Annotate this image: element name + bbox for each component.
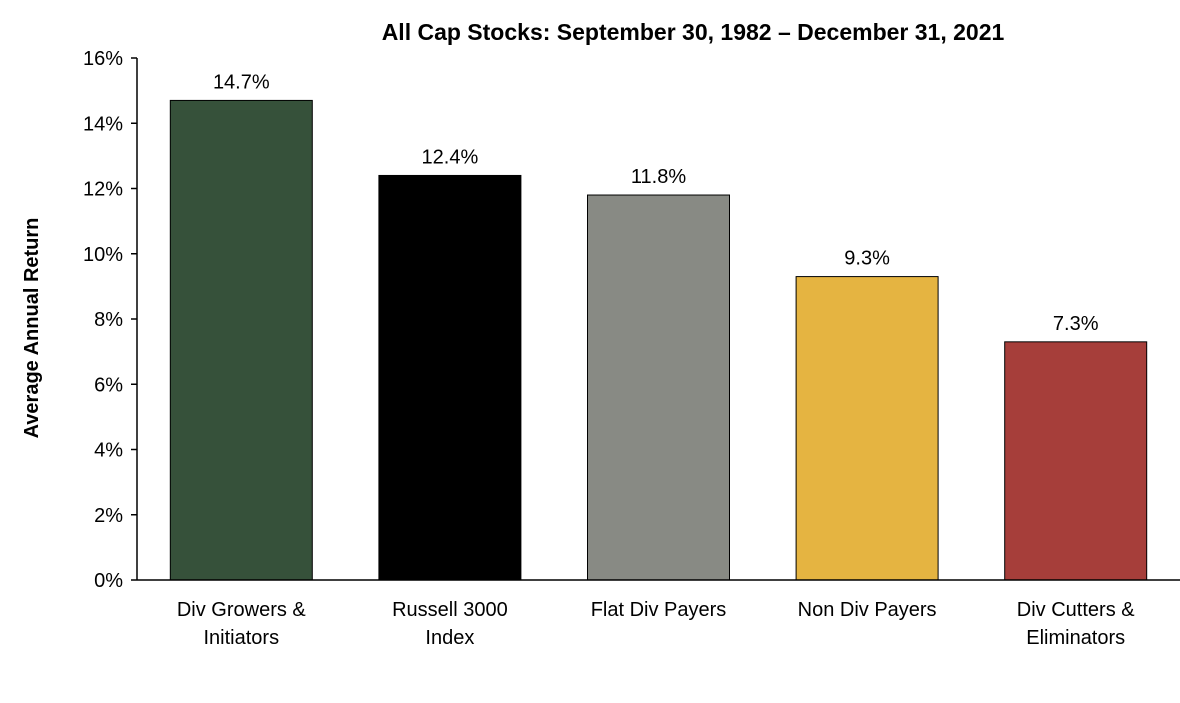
- x-axis: Div Growers & Initiators Russell 3000 Index…: [137, 579, 1180, 649]
- x-category-label: Non Div Payers: [798, 599, 937, 621]
- x-category-label: Div Cutters &: [1017, 599, 1135, 621]
- y-tick-label: 14%: [83, 113, 123, 135]
- x-category-label: Russell 3000: [392, 599, 508, 621]
- data-label: 14.7%: [213, 71, 270, 93]
- bar: [587, 194, 730, 581]
- data-label: 12.4%: [422, 146, 479, 168]
- x-category-label: Initiators: [204, 627, 280, 649]
- bar: [169, 99, 313, 581]
- y-tick-label: 10%: [83, 244, 123, 266]
- data-label: 7.3%: [1053, 313, 1099, 335]
- y-tick-label: 16%: [83, 48, 123, 70]
- bars: 14.7% 12.4% 11.8% 9.3% 7.3%: [169, 71, 1148, 581]
- y-axis-label: Average Annual Return: [21, 218, 43, 439]
- y-tick-label: 12%: [83, 179, 123, 201]
- y-tick-label: 8%: [94, 309, 123, 331]
- x-category-label: Index: [425, 627, 474, 649]
- y-axis: 0% 2% 4% 6% 8% 10% 12% 14% 16%: [83, 48, 138, 592]
- data-label: 11.8%: [631, 166, 686, 188]
- y-tick-label: 4%: [94, 440, 123, 462]
- bar: [1004, 341, 1148, 581]
- x-category-label: Flat Div Payers: [591, 599, 727, 621]
- y-tick-label: 6%: [94, 374, 123, 396]
- bar: [795, 276, 939, 581]
- y-tick-label: 2%: [94, 505, 123, 527]
- data-label: 9.3%: [844, 248, 890, 270]
- y-tick-label: 0%: [94, 570, 123, 592]
- chart-title: All Cap Stocks: September 30, 1982 – Dec…: [382, 19, 1005, 45]
- x-category-label: Eliminators: [1026, 627, 1125, 649]
- bar: [378, 174, 522, 581]
- x-category-label: Div Growers &: [177, 599, 307, 621]
